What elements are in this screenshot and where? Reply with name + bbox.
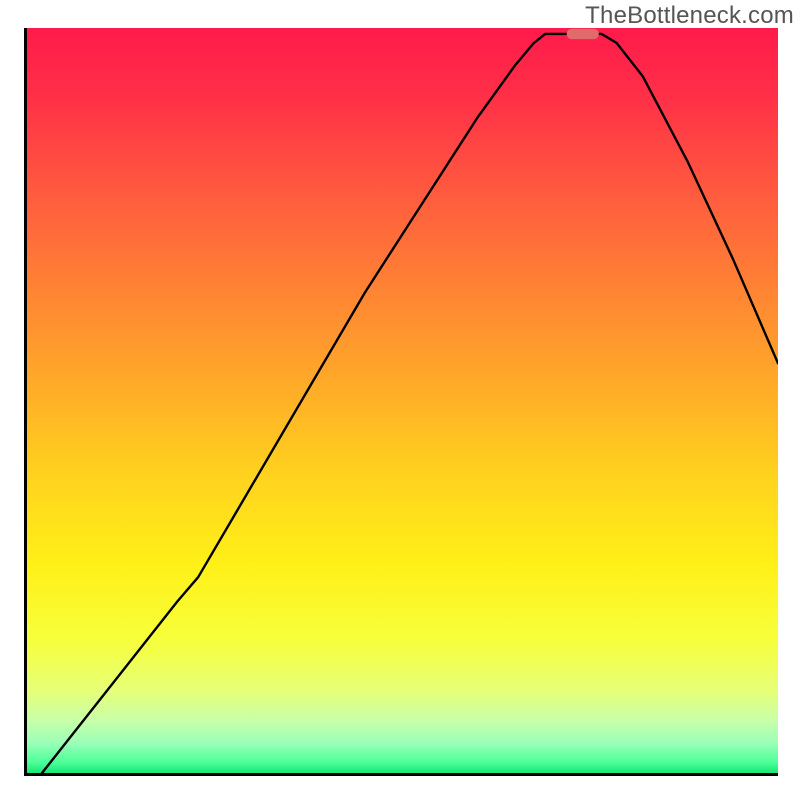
- chart-svg: [27, 28, 778, 773]
- plot-frame: [24, 28, 778, 776]
- chart-container: { "watermark": { "text": "TheBottleneck.…: [0, 0, 800, 800]
- minimum-marker: [567, 29, 599, 39]
- bottleneck-curve: [42, 34, 778, 773]
- watermark-text: TheBottleneck.com: [585, 2, 794, 30]
